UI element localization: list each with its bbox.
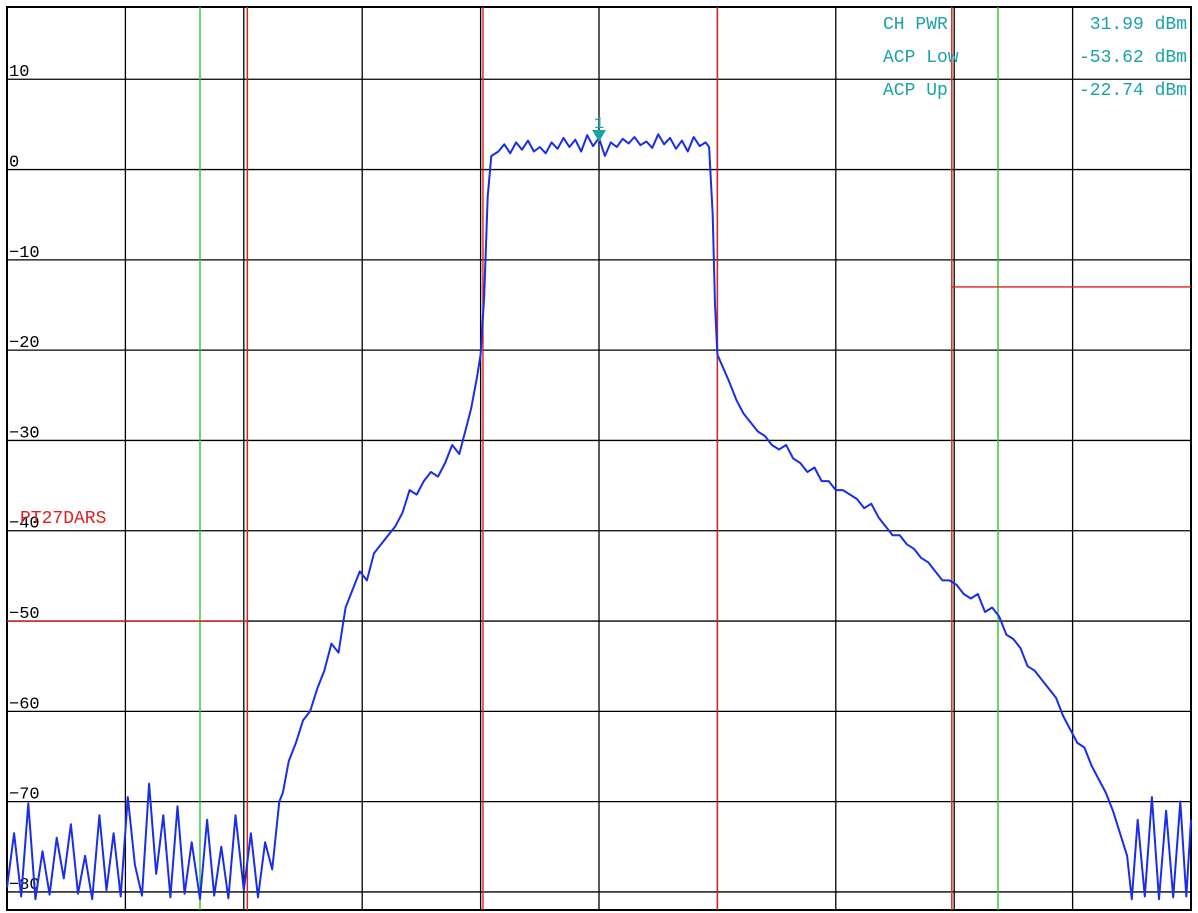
trace: [6, 133, 1192, 901]
limit-lines: [7, 286, 1191, 622]
limit-line-label: PT27DARS: [20, 509, 106, 529]
readout-value-1: -53.62 dBm: [1079, 48, 1187, 68]
y-tick-label-4: −30: [9, 424, 40, 443]
y-tick-label-3: −20: [9, 334, 40, 353]
y-axis-ticks: 10 0 −10 −20 −30 −40 −50 −60 −70 −80: [9, 63, 40, 895]
readout-name-2: ACP Up: [883, 81, 948, 101]
readout-name-0: CH PWR: [883, 15, 948, 35]
marker-triangle: [592, 129, 606, 142]
readout-value-0: 31.99 dBm: [1090, 15, 1187, 35]
readout-panel: CH PWR 31.99 dBm ACP Low -53.62 dBm ACP Up -2…: [883, 15, 1187, 101]
marker-label: 1: [594, 115, 604, 134]
y-tick-label-0: 10: [9, 63, 29, 82]
marker-1: 1: [592, 115, 606, 142]
y-tick-label-2: −10: [9, 244, 40, 263]
y-tick-label-6: −50: [9, 605, 40, 624]
y-tick-label-8: −70: [9, 786, 40, 805]
y-tick-label-1: 0: [9, 154, 19, 173]
trace-line-0: [6, 133, 1192, 901]
readout-value-2: -22.74 dBm: [1079, 81, 1187, 101]
y-tick-label-9: −80: [9, 876, 40, 895]
y-tick-label-7: −60: [9, 695, 40, 714]
y-tick-label-5: −40: [9, 515, 40, 534]
readout-name-1: ACP Low: [883, 48, 959, 68]
channel-bounds: [199, 7, 999, 910]
